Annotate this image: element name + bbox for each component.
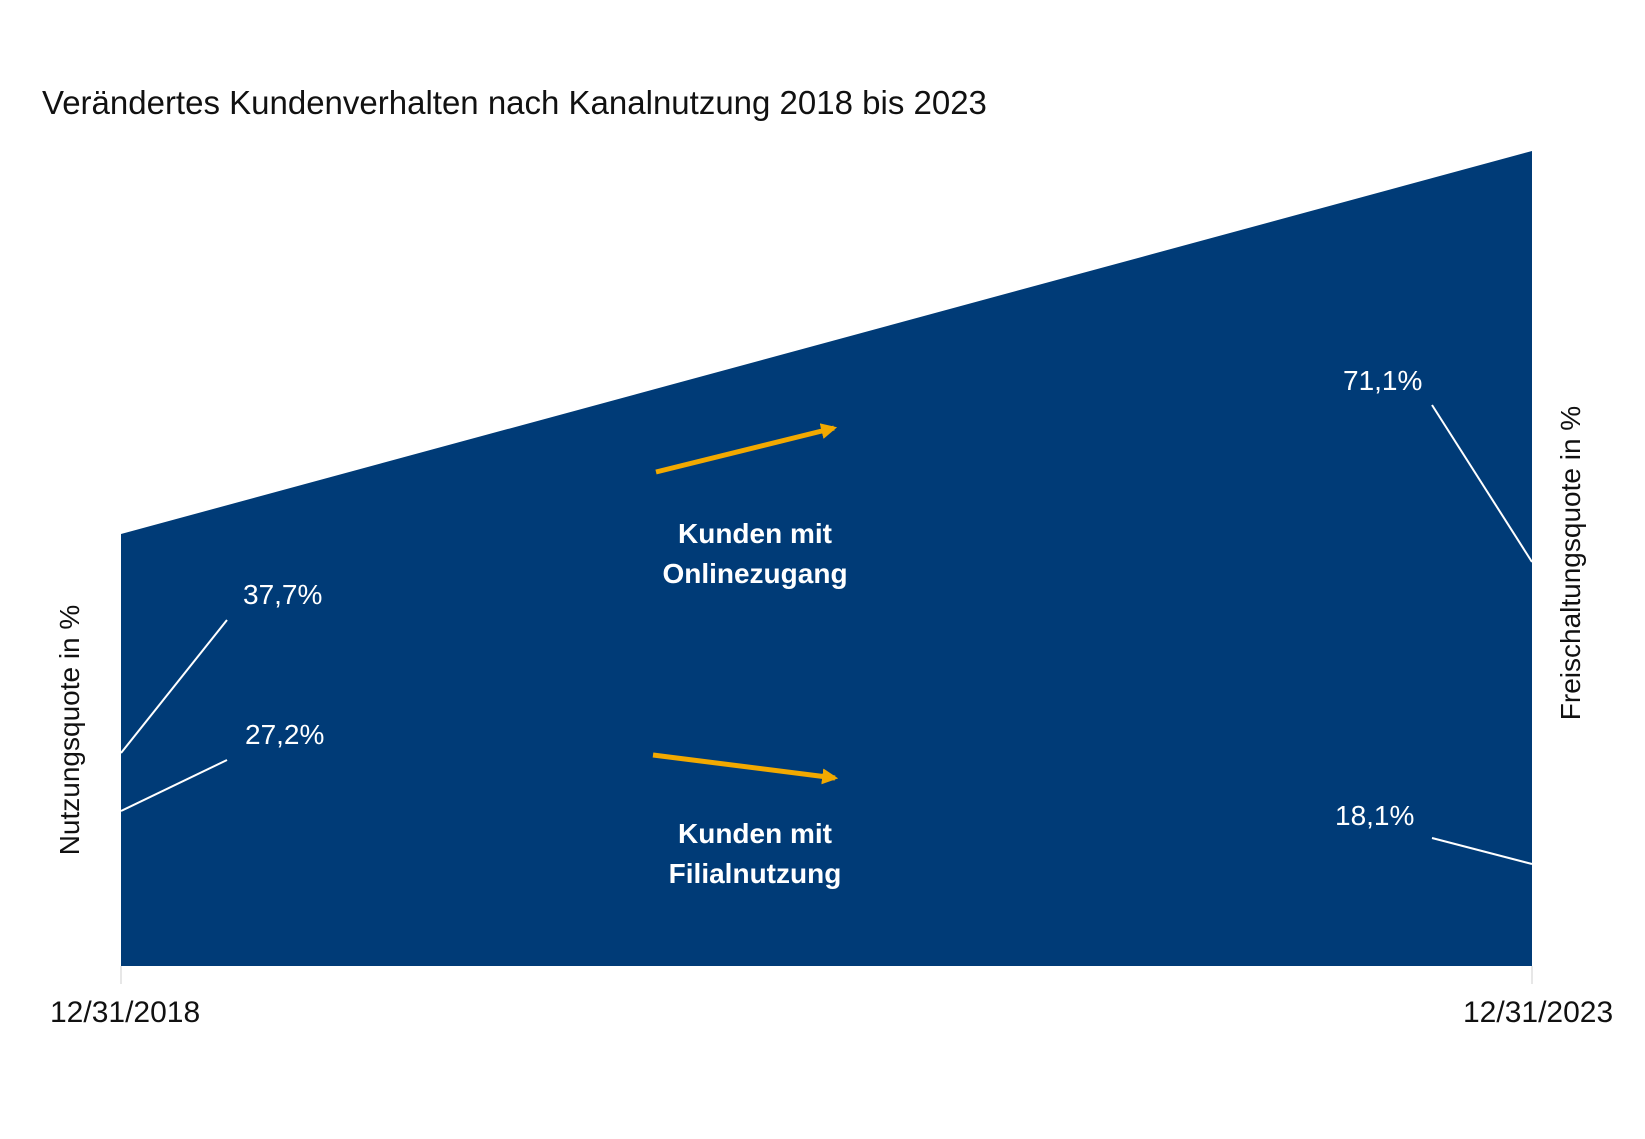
y-axis-label-right: Freischaltungsquote in % <box>1555 406 1586 720</box>
data-label-filial-end: 18,1% <box>1335 800 1414 831</box>
data-label-filial-start: 27,2% <box>245 719 324 750</box>
leader-line-filial-end <box>1431 837 1533 865</box>
x-tick-label-start: 12/31/2018 <box>50 996 200 1029</box>
series-label-filial-line-2: Filialnutzung <box>669 858 842 889</box>
trend-arrow-online-up <box>655 423 838 475</box>
x-tick-label-end: 12/31/2023 <box>1463 996 1613 1029</box>
data-label-online-end: 71,1% <box>1343 365 1422 396</box>
chart-title: Verändertes Kundenverhalten nach Kanalnu… <box>42 84 987 121</box>
series-label-online-line-1: Kunden mit <box>678 518 832 549</box>
leader-line-filial-start <box>120 759 228 812</box>
leader-line-online-start <box>120 619 228 754</box>
data-label-online-start: 37,7% <box>243 579 322 610</box>
series-label-filial-line-1: Kunden mit <box>678 818 832 849</box>
trend-arrow-filial-down <box>652 752 839 785</box>
y-axis-label-left: Nutzungsquote in % <box>54 605 85 856</box>
series-label-online-line-2: Onlinezugang <box>662 558 847 589</box>
leader-line-online-end <box>1431 404 1533 563</box>
area-series <box>121 151 1532 966</box>
